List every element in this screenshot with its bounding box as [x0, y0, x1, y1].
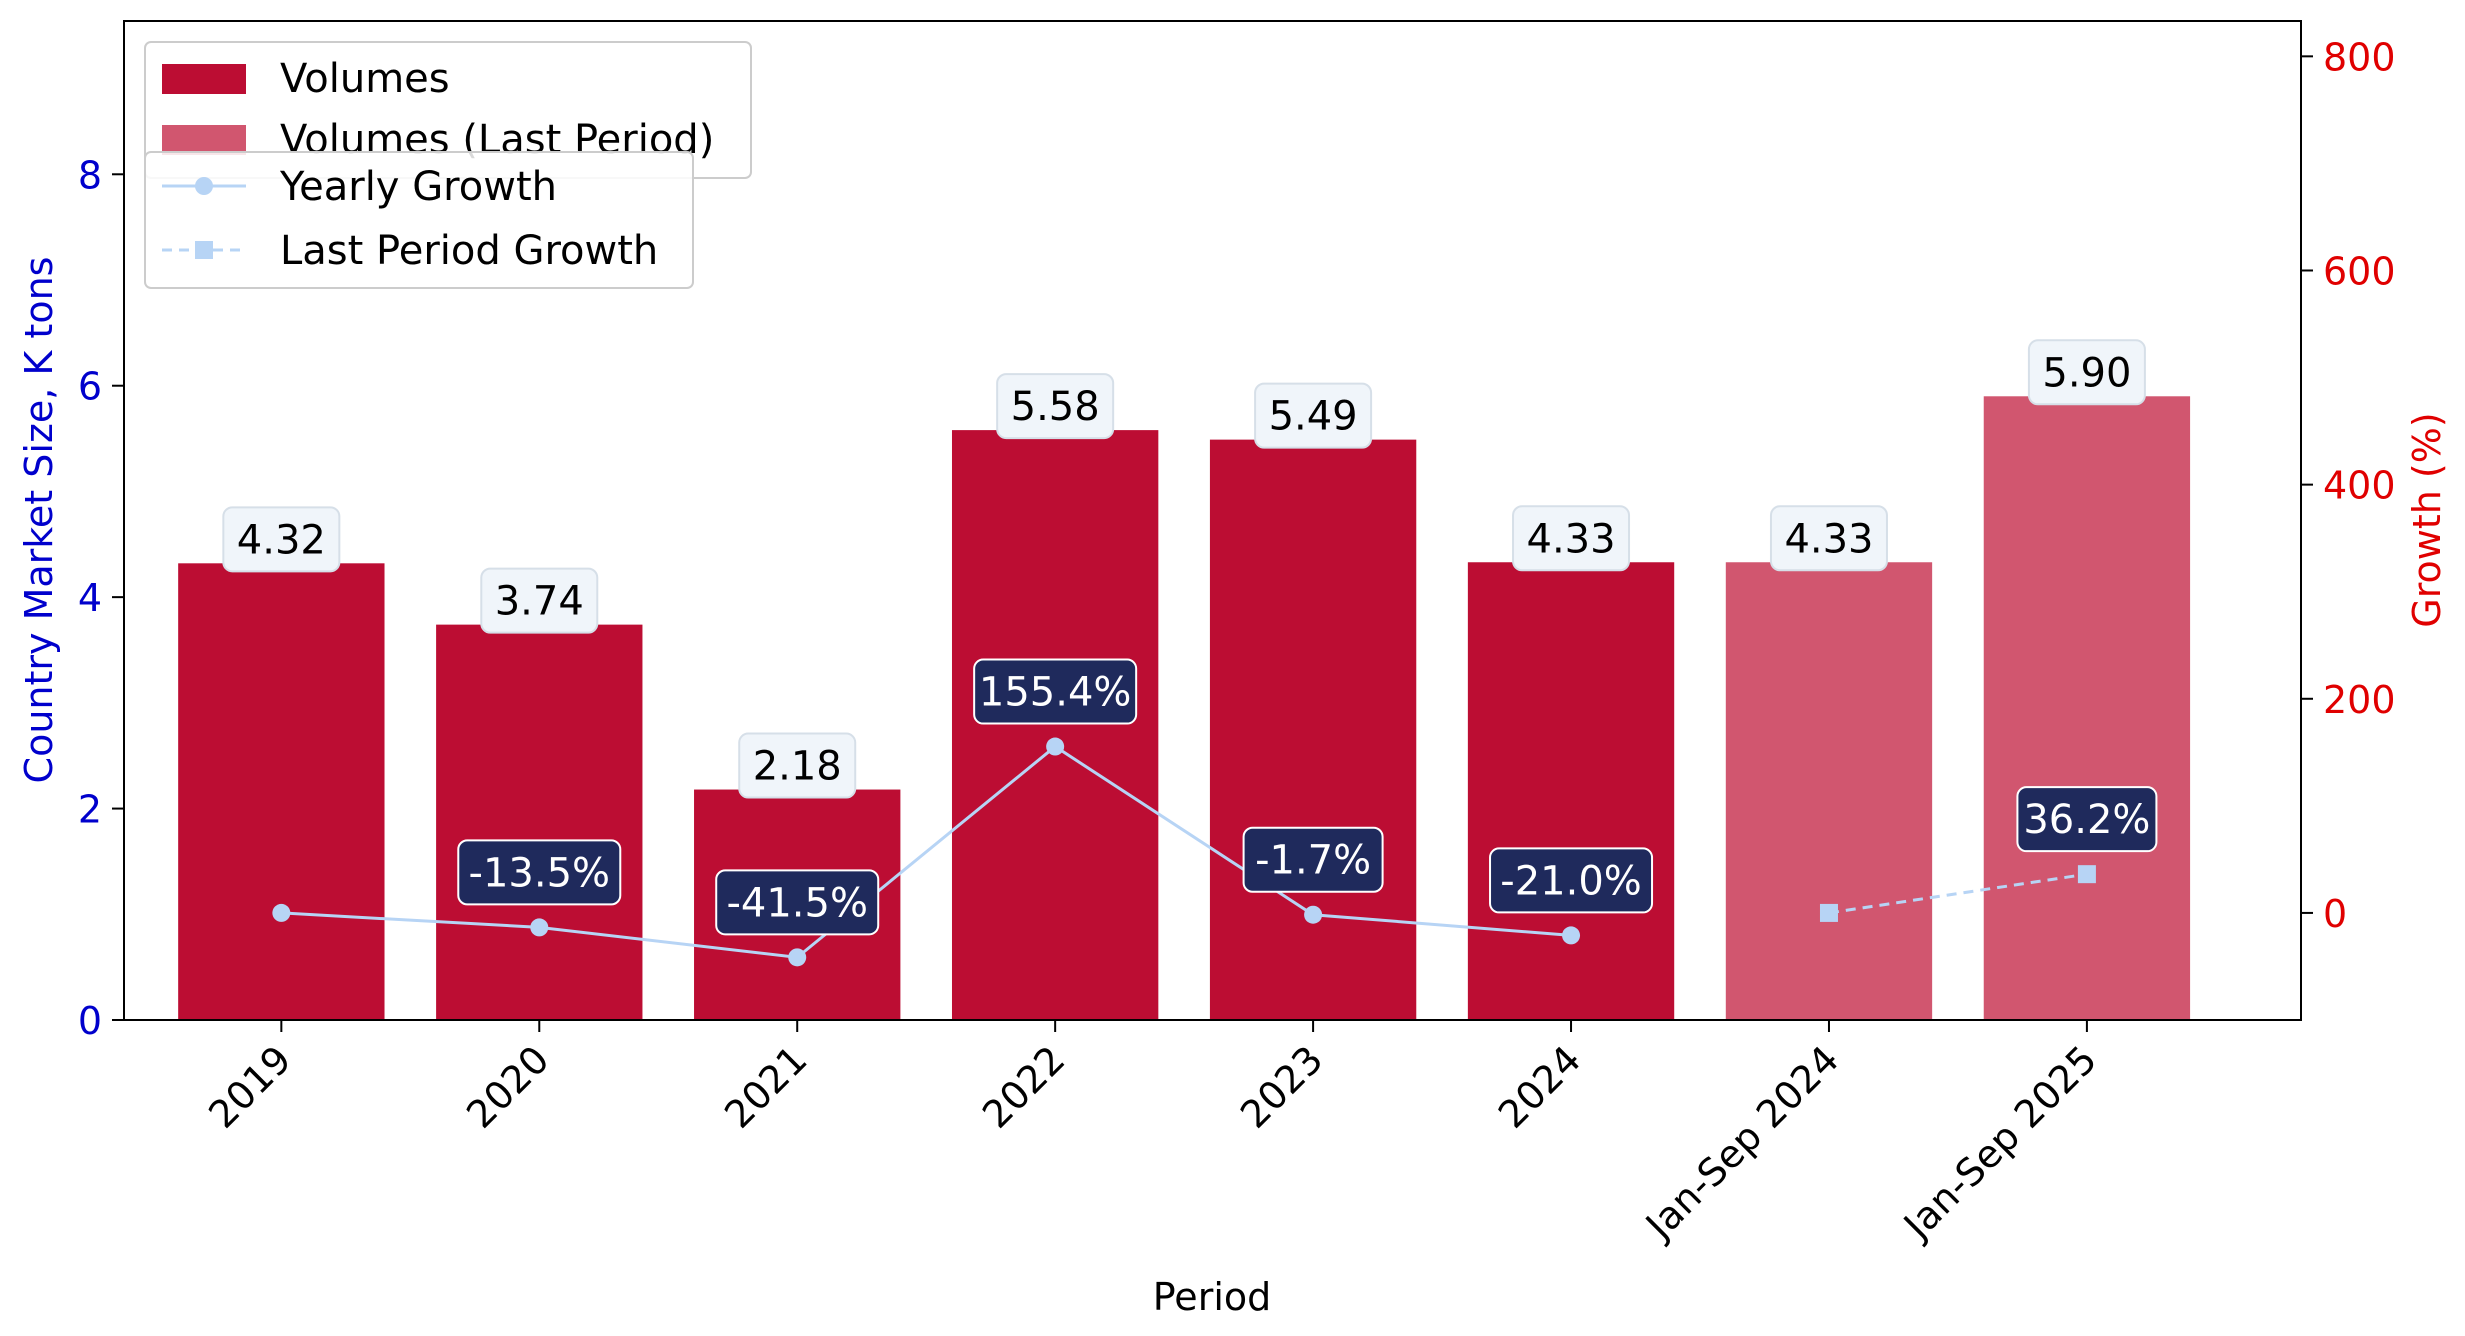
- growth-value-label-text: -41.5%: [726, 880, 868, 926]
- growth-value-label-text: -1.7%: [1255, 838, 1371, 884]
- growth-value-label-text: -21.0%: [1500, 858, 1642, 904]
- growth-value-label-text: 155.4%: [979, 670, 1132, 716]
- value-labels-layer: 4.32 3.74 2.18 5.58 5.49 4.33 4.33 5.90 -13.5% -4…: [222, 339, 2158, 936]
- bar-2024: [1467, 562, 1675, 1020]
- y2-tick-label: 800: [2323, 35, 2396, 79]
- growth-value-label: -41.5%: [715, 869, 880, 936]
- x-tick-label: 2022: [974, 1037, 1074, 1137]
- bar-2022: [951, 430, 1159, 1021]
- bar-value-label: 4.33: [1512, 505, 1631, 572]
- bar-value-label-box: [1512, 505, 1631, 572]
- lines-layer: [272, 737, 2096, 967]
- x-tick-label: 2021: [716, 1037, 816, 1137]
- growth-value-label-box: [715, 869, 880, 936]
- growth-point: [530, 918, 549, 937]
- bar-value-label-text: 5.58: [1011, 384, 1100, 430]
- y2-tick-label: 600: [2323, 249, 2396, 293]
- growth-value-label-box: [2016, 786, 2158, 853]
- growth-line-3: [1828, 872, 2088, 915]
- y-tick-label: 8: [78, 153, 102, 197]
- bar-Jan-Sep 2025: [1983, 396, 2191, 1020]
- growth-point: [1562, 926, 1581, 945]
- growth-value-label: 36.2%: [2016, 786, 2158, 853]
- bar-2020: [436, 624, 643, 1020]
- growth-line-2: [281, 744, 1572, 959]
- bar-value-label-text: 5.49: [1269, 394, 1358, 440]
- growth-point: [272, 903, 291, 922]
- growth-value-label-box: [973, 658, 1138, 725]
- legend-label: Volumes: [280, 56, 450, 102]
- bar-value-label: 5.90: [2027, 339, 2146, 406]
- x-tick-label: 2024: [1490, 1037, 1590, 1137]
- legend-label: Last Period Growth: [280, 228, 658, 274]
- growth-value-label-text: -13.5%: [469, 850, 611, 896]
- growth-point: [788, 948, 807, 967]
- bar-value-label-text: 2.18: [753, 744, 842, 790]
- bar-value-label-box: [996, 373, 1115, 440]
- growth-point: [1304, 905, 1323, 924]
- plot-frame: [123, 20, 2302, 1021]
- bar-2019: [178, 563, 385, 1020]
- bar-value-label-text: 4.33: [1527, 516, 1616, 562]
- bar-value-label-box: [738, 732, 857, 799]
- bar-2023: [1209, 439, 1417, 1021]
- bar-value-label-text: 4.32: [237, 517, 326, 563]
- y-tick-label: 2: [78, 788, 102, 832]
- bar-value-label: 5.58: [996, 373, 1115, 440]
- bar-value-label: 3.74: [480, 567, 599, 634]
- y-axis-title: Country Market Size, K tons: [17, 257, 61, 784]
- legend-label: Yearly Growth: [279, 164, 557, 210]
- growth-value-label-box: [1242, 826, 1384, 893]
- bar-value-label: 5.49: [1254, 382, 1373, 449]
- growth-value-label: 155.4%: [973, 658, 1138, 725]
- bar-value-label-text: 5.90: [2042, 350, 2131, 396]
- growth-point: [1046, 737, 1065, 756]
- x-tick-label: 2023: [1232, 1037, 1332, 1137]
- bar-value-label-text: 3.74: [495, 579, 584, 625]
- bar-value-label: 4.33: [1769, 505, 1888, 572]
- x-tick-label: 2019: [200, 1037, 300, 1137]
- y2-tick-label: 400: [2323, 464, 2396, 508]
- growth-value-label-text: 36.2%: [2023, 797, 2150, 843]
- growth-point: [1819, 903, 1838, 922]
- bar-value-label-box: [222, 506, 341, 573]
- legend-swatch: [162, 125, 246, 155]
- y-tick-label: 4: [78, 576, 102, 620]
- x-axis-title: Period: [1153, 1275, 1272, 1319]
- growth-value-label: -21.0%: [1489, 847, 1654, 914]
- legend-swatch: [162, 64, 246, 94]
- y2-tick-label: 0: [2323, 892, 2347, 936]
- bar-value-label-box: [1769, 505, 1888, 572]
- bars-layer: [178, 396, 2191, 1021]
- bar-Jan-Sep 2024: [1725, 562, 1933, 1020]
- bar-value-label-box: [480, 567, 599, 634]
- growth-value-label-box: [457, 839, 622, 906]
- bar-value-label: 4.32: [222, 506, 341, 573]
- bar-value-label-box: [2027, 339, 2146, 406]
- legend-marker: [195, 177, 213, 195]
- y-tick-label: 6: [78, 365, 102, 409]
- y2-tick-label: 200: [2323, 678, 2396, 722]
- growth-value-label: -13.5%: [457, 839, 622, 906]
- legend-marker: [195, 241, 213, 259]
- legend-box-lines: [144, 151, 694, 289]
- y-tick-label: 0: [78, 999, 102, 1043]
- growth-value-label: -1.7%: [1242, 826, 1384, 893]
- growth-point: [2077, 865, 2096, 884]
- x-tick-label: 2020: [458, 1037, 558, 1137]
- growth-value-label-box: [1489, 847, 1654, 914]
- bar-value-label-text: 4.33: [1784, 516, 1873, 562]
- bar-value-label: 2.18: [738, 732, 857, 799]
- x-tick-label: Jan-Sep 2025: [1894, 1037, 2105, 1248]
- y2-axis-title: Growth (%): [2405, 412, 2449, 627]
- x-tick-label: Jan-Sep 2024: [1636, 1037, 1847, 1248]
- bar-value-label-box: [1254, 382, 1373, 449]
